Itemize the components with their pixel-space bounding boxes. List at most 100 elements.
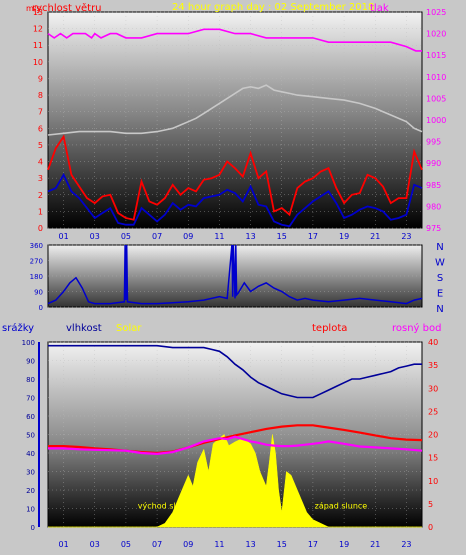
compass-label: E [437, 289, 443, 300]
time-tick: 23 [401, 540, 411, 549]
time-tick: 07 [152, 540, 162, 549]
sun-annotation: východ slunce [138, 502, 195, 511]
dewpoint-label: rosný bod [392, 322, 441, 334]
wind-speed-tick: 4 [38, 158, 43, 167]
solar-label: Solar [116, 323, 142, 334]
wind-speed-tick: 5 [38, 141, 43, 150]
time-tick: 23 [401, 232, 411, 241]
pressure-tick: 995 [426, 138, 441, 147]
temperature-tick: 10 [428, 477, 438, 486]
temperature-panel-time-axis: 01 03 05 07 09 11 13 15 17 19 21 23 [58, 540, 411, 549]
wind-panel-time-axis: 01 03 05 07 09 11 13 15 17 19 21 23 [58, 232, 411, 241]
time-tick: 19 [339, 232, 349, 241]
humidity-tick: 20 [26, 487, 35, 495]
temperature-label: teplota [312, 323, 347, 334]
humidity-tick: 10 [26, 506, 35, 514]
pressure-tick: 1015 [426, 51, 446, 60]
direction-tick: 180 [30, 273, 43, 281]
time-tick: 15 [277, 232, 287, 241]
compass-label: N [436, 242, 443, 253]
pressure-tick: 975 [426, 224, 441, 233]
temperature-tick: 0 [428, 523, 433, 532]
pressure-tick: 980 [426, 202, 441, 211]
humidity-tick: 60 [26, 413, 35, 421]
time-tick: 13 [245, 540, 255, 549]
humidity-tick: 90 [26, 358, 35, 366]
wind-speed-tick: 9 [38, 74, 43, 83]
direction-tick: 360 [30, 242, 43, 250]
humidity-label: vlhkost [66, 323, 102, 334]
compass-label: W [435, 258, 445, 269]
series-wind-gust [47, 172, 423, 228]
direction-tick: 0 [39, 304, 43, 312]
temperature-tick: 20 [428, 431, 438, 440]
series-trace-gray [47, 84, 423, 136]
time-tick: 09 [183, 540, 193, 549]
temperature-tick: 5 [428, 500, 433, 509]
pressure-tick: 1000 [426, 116, 446, 125]
direction-tick: 90 [34, 289, 43, 297]
wind-speed-tick: 13 [33, 8, 43, 17]
sun-annotations: východ slunce západ slunce [138, 502, 368, 511]
time-tick: 11 [214, 540, 224, 549]
time-tick: 09 [183, 232, 193, 241]
chart-title: 24 hour graph day : 02 September 2018 [172, 2, 374, 13]
wind-speed-tick: 11 [33, 41, 43, 50]
series-dewpoint [48, 435, 423, 456]
time-tick: 01 [58, 540, 68, 549]
series-humidity [48, 344, 422, 399]
humidity-tick: 30 [26, 469, 35, 477]
time-tick: 03 [90, 540, 100, 549]
time-tick: 21 [370, 540, 380, 549]
wind-panel-grid [48, 11, 422, 229]
pressure-tick: 1005 [426, 94, 446, 103]
direction-axis: 0 90 180 270 360 [30, 242, 43, 312]
time-tick: 19 [339, 540, 349, 549]
humidity-tick: 40 [26, 450, 35, 458]
time-tick: 17 [308, 232, 318, 241]
wind-speed-tick: 1 [38, 207, 43, 216]
pressure-tick: 985 [426, 181, 441, 190]
time-tick: 03 [90, 232, 100, 241]
series-pressure [47, 28, 422, 52]
pressure-label: tlak [370, 3, 389, 14]
temperature-panel-series [48, 344, 423, 528]
wind-speed-tick: 3 [38, 174, 43, 183]
time-tick: 05 [121, 232, 131, 241]
temperature-tick: 35 [428, 361, 438, 370]
pressure-tick: 1020 [426, 30, 446, 39]
time-tick: 07 [152, 232, 162, 241]
wind-speed-tick: 12 [33, 25, 43, 34]
wind-speed-tick: 10 [33, 58, 43, 67]
humidity-tick: 80 [26, 376, 35, 384]
time-tick: 13 [245, 232, 255, 241]
time-tick: 05 [121, 540, 131, 549]
wind-panel-series [47, 28, 423, 228]
wind-speed-tick: 0 [38, 224, 43, 233]
precip-label: srážky [2, 322, 34, 334]
time-tick: 01 [58, 232, 68, 241]
wind-speed-tick: 7 [38, 108, 43, 117]
series-wind-direction [47, 244, 423, 305]
time-tick: 11 [214, 232, 224, 241]
wind-speed-tick: 6 [38, 124, 43, 133]
time-tick: 15 [277, 540, 287, 549]
temperature-tick: 25 [428, 407, 438, 416]
temperature-axis: 0 5 10 15 20 25 30 35 40 [428, 338, 438, 532]
wind-speed-tick: 2 [38, 191, 43, 200]
temperature-tick: 15 [428, 454, 438, 463]
humidity-tick: 70 [26, 395, 35, 403]
temperature-tick: 40 [428, 338, 438, 347]
pressure-tick: 1010 [426, 73, 446, 82]
humidity-axis: 0 10 20 30 40 50 60 70 80 90 100 [22, 339, 35, 532]
humidity-tick: 100 [22, 339, 35, 347]
compass-label: N [436, 304, 443, 315]
direction-panel-series [47, 244, 423, 305]
pressure-tick: 990 [426, 159, 441, 168]
direction-tick: 270 [30, 258, 43, 266]
time-tick: 21 [370, 232, 380, 241]
